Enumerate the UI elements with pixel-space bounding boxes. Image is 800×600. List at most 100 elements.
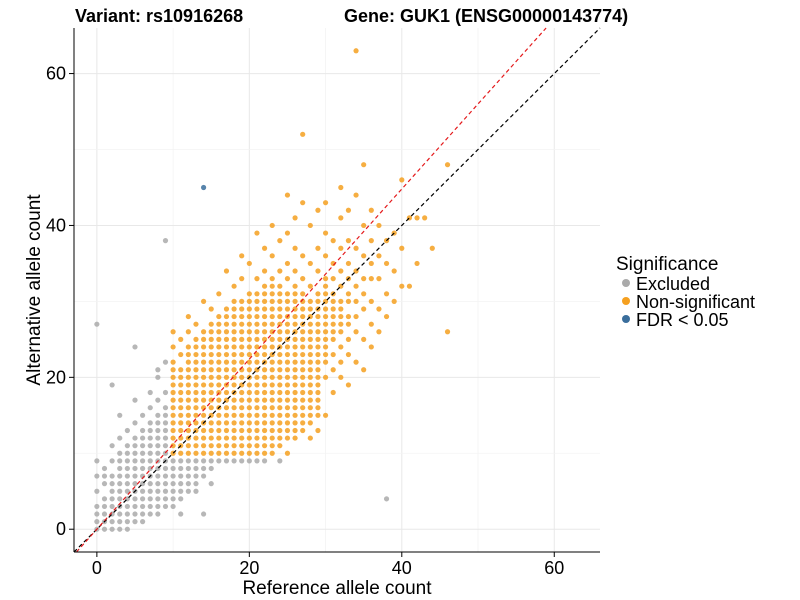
data-point bbox=[277, 458, 283, 464]
data-point bbox=[178, 488, 184, 494]
data-point bbox=[147, 443, 153, 449]
data-point bbox=[124, 526, 130, 532]
data-point bbox=[338, 374, 344, 380]
data-point bbox=[239, 435, 245, 441]
data-point bbox=[132, 435, 138, 441]
data-point bbox=[140, 503, 146, 510]
data-point bbox=[345, 313, 352, 320]
data-point bbox=[223, 458, 230, 464]
data-point bbox=[170, 427, 176, 434]
data-point bbox=[292, 405, 298, 411]
data-point bbox=[246, 382, 252, 388]
data-point bbox=[391, 268, 397, 274]
data-point bbox=[315, 313, 321, 320]
data-point bbox=[307, 298, 313, 304]
data-point bbox=[162, 481, 169, 487]
data-point bbox=[200, 389, 207, 396]
data-point bbox=[246, 367, 252, 373]
data-point bbox=[261, 291, 268, 297]
data-point bbox=[231, 367, 237, 373]
data-point bbox=[178, 389, 184, 396]
data-point bbox=[117, 473, 123, 479]
data-point bbox=[284, 427, 291, 434]
data-point bbox=[109, 382, 115, 388]
data-point bbox=[284, 298, 291, 304]
data-point bbox=[315, 298, 321, 304]
data-point bbox=[353, 245, 359, 251]
data-point bbox=[193, 382, 199, 388]
data-point bbox=[292, 336, 298, 342]
data-point bbox=[178, 481, 184, 487]
data-point bbox=[376, 276, 382, 282]
data-point bbox=[170, 397, 176, 403]
data-point bbox=[383, 496, 390, 502]
data-point bbox=[269, 306, 275, 312]
data-point bbox=[300, 200, 306, 206]
data-point bbox=[246, 397, 252, 403]
data-point bbox=[322, 283, 329, 289]
data-point bbox=[254, 329, 260, 335]
data-point bbox=[178, 397, 184, 403]
data-point bbox=[254, 313, 260, 320]
data-point bbox=[292, 397, 298, 403]
data-point bbox=[239, 344, 245, 350]
data-point bbox=[147, 450, 153, 456]
data-point bbox=[383, 260, 390, 267]
data-point bbox=[109, 519, 115, 525]
data-point bbox=[140, 412, 146, 418]
data-point bbox=[185, 488, 191, 494]
data-point bbox=[345, 207, 352, 213]
data-point bbox=[185, 359, 191, 365]
data-point bbox=[307, 397, 313, 403]
data-point bbox=[277, 336, 283, 342]
data-point bbox=[269, 412, 275, 418]
data-point bbox=[223, 344, 230, 350]
data-point bbox=[239, 321, 245, 327]
data-point bbox=[330, 298, 336, 304]
data-point bbox=[124, 427, 130, 434]
data-point bbox=[292, 313, 298, 320]
data-point bbox=[231, 359, 237, 365]
data-point bbox=[117, 519, 123, 525]
data-point bbox=[170, 329, 176, 335]
data-point bbox=[178, 336, 184, 342]
data-point bbox=[361, 291, 367, 297]
data-point bbox=[155, 488, 161, 494]
data-point bbox=[261, 306, 268, 312]
data-point bbox=[170, 473, 176, 479]
data-point bbox=[284, 359, 291, 365]
data-point bbox=[231, 450, 237, 456]
data-point bbox=[383, 313, 390, 320]
data-point bbox=[368, 321, 374, 327]
data-point bbox=[292, 420, 298, 426]
data-point bbox=[170, 344, 176, 350]
data-point bbox=[185, 450, 191, 456]
data-point bbox=[322, 359, 329, 365]
data-point bbox=[292, 283, 298, 289]
data-point bbox=[254, 405, 260, 411]
data-point bbox=[239, 427, 245, 434]
data-point bbox=[239, 336, 245, 342]
series-excluded bbox=[94, 238, 390, 532]
data-point bbox=[261, 298, 268, 304]
data-point bbox=[216, 351, 222, 358]
data-point bbox=[330, 329, 336, 335]
data-point bbox=[193, 405, 199, 411]
data-point bbox=[193, 481, 199, 487]
y-axis-ticks: 0 20 40 60 bbox=[46, 64, 74, 539]
data-point bbox=[216, 397, 222, 403]
data-point bbox=[200, 435, 207, 441]
data-point bbox=[277, 435, 283, 441]
data-point bbox=[269, 283, 275, 289]
data-point bbox=[307, 405, 313, 411]
data-point bbox=[284, 412, 291, 418]
data-point bbox=[414, 260, 420, 267]
data-point bbox=[307, 321, 313, 327]
data-point bbox=[277, 405, 283, 411]
data-point bbox=[284, 230, 291, 236]
data-point bbox=[132, 465, 138, 472]
data-point bbox=[132, 458, 138, 464]
data-point bbox=[300, 382, 306, 388]
data-point bbox=[185, 412, 191, 418]
legend-label: Non-significant bbox=[636, 292, 755, 312]
